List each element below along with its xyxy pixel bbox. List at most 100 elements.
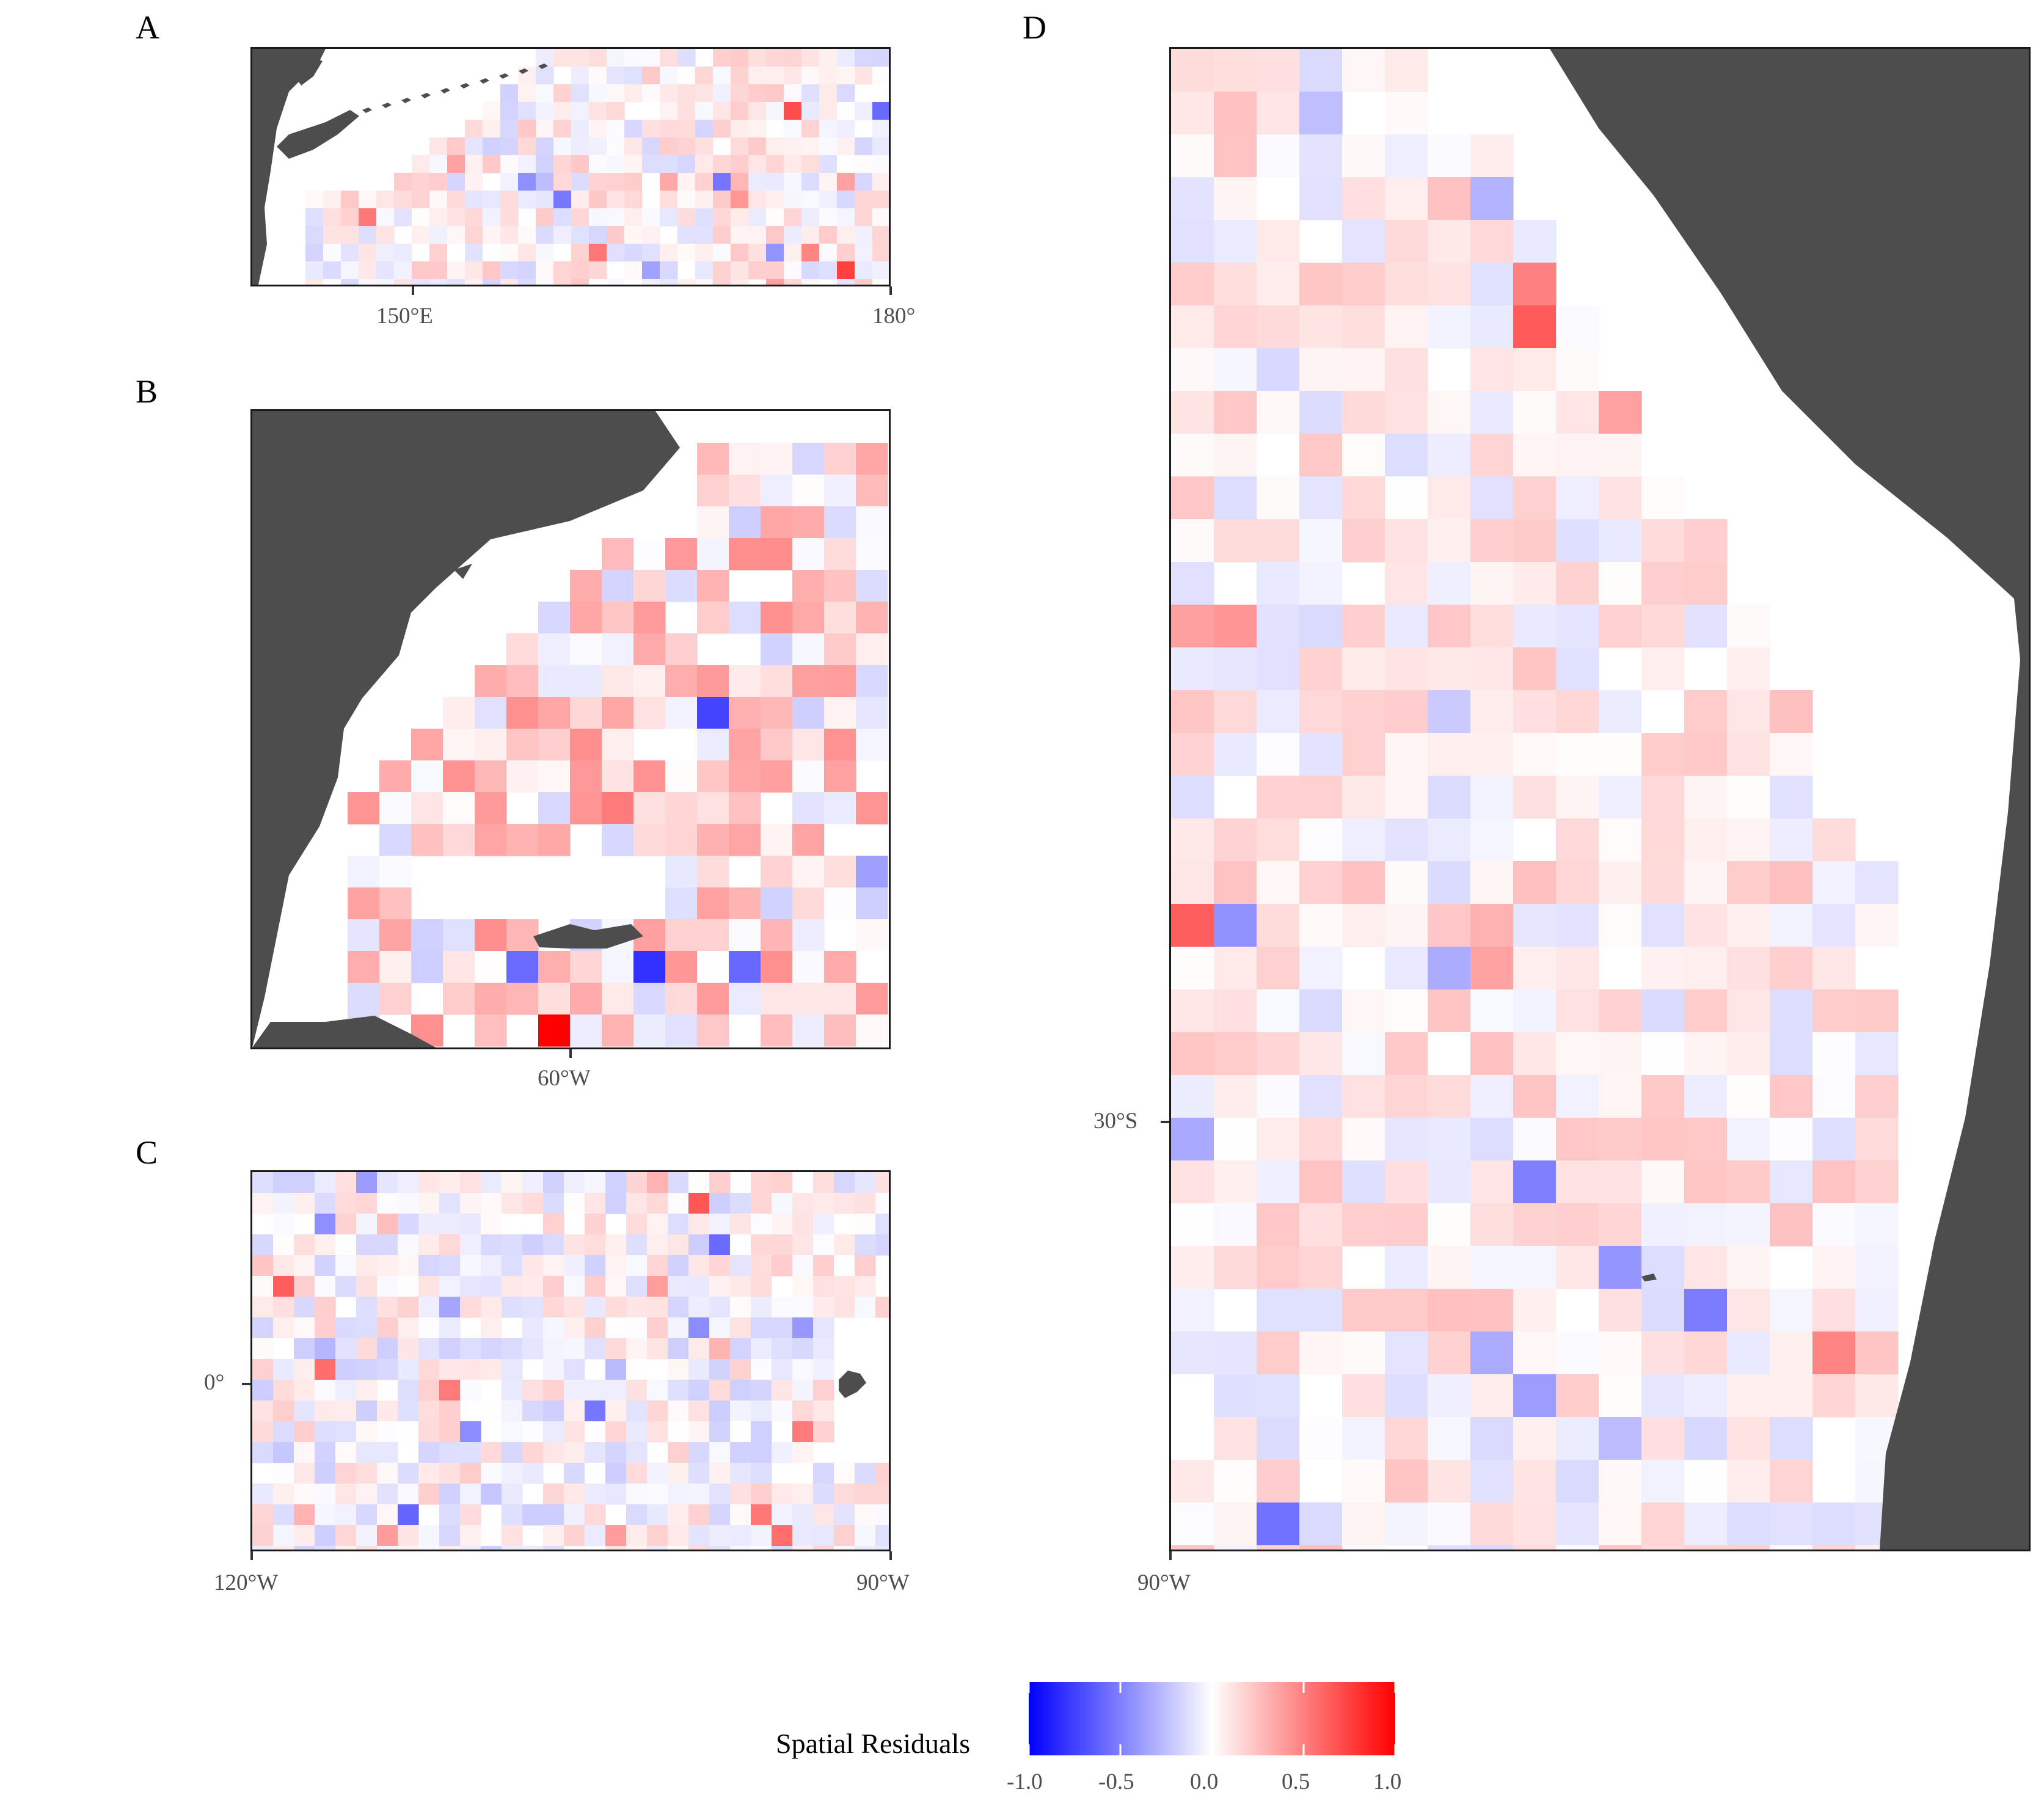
residual-cell [506, 633, 539, 666]
residual-cell [1513, 348, 1557, 392]
residual-cell [819, 49, 838, 67]
residual-cell [315, 1359, 336, 1380]
residual-cell [834, 1546, 855, 1550]
residual-cell [564, 1317, 585, 1339]
residual-cell [377, 1317, 398, 1339]
residual-cell [1171, 1118, 1214, 1161]
residual-cell [398, 1234, 419, 1256]
residual-cell [748, 226, 767, 244]
residual-cell [294, 1172, 315, 1193]
panel-C-svg [252, 1172, 889, 1550]
residual-cell [465, 120, 483, 138]
residual-cell [294, 1463, 315, 1484]
residual-cell [252, 1255, 274, 1277]
residual-cell [730, 1214, 751, 1235]
residual-cell [1342, 519, 1385, 563]
residual-cell [697, 602, 729, 634]
residual-cell [252, 1484, 274, 1505]
residual-cell [668, 1401, 689, 1422]
residual-cell [801, 84, 820, 103]
residual-cell [1727, 1160, 1770, 1204]
residual-cell [1171, 733, 1214, 776]
residual-cell [252, 1421, 274, 1443]
residual-cell [589, 49, 607, 67]
residual-cell [1299, 348, 1343, 392]
residual-cell [273, 1255, 294, 1277]
residual-cell [731, 208, 749, 227]
residual-cell [356, 1525, 378, 1546]
residual-cell [792, 1276, 814, 1297]
residual-cell [1257, 1246, 1300, 1289]
residual-cell [713, 226, 731, 244]
residual-cell [543, 1359, 564, 1380]
residual-cell [1727, 776, 1770, 819]
residual-cell [729, 919, 761, 952]
residual-cell [1812, 989, 1856, 1033]
land-island [519, 68, 528, 74]
residual-cell [564, 1234, 585, 1256]
residual-cell [688, 1525, 710, 1546]
residual-cell [1342, 348, 1385, 392]
residual-cell [730, 1193, 751, 1214]
residual-cell [1556, 476, 1599, 520]
residual-cell [483, 102, 501, 120]
residual-cell [1556, 605, 1599, 648]
residual-cell [398, 1504, 419, 1526]
land-island [382, 103, 392, 108]
residual-cell [713, 120, 731, 138]
residual-cell [607, 226, 625, 244]
residual-cell [1428, 690, 1471, 734]
residual-cell [1428, 605, 1471, 648]
residual-cell [856, 856, 888, 888]
residual-cell [536, 67, 554, 85]
residual-cell [665, 538, 698, 570]
residual-cell [418, 1297, 440, 1318]
residual-cell [1385, 733, 1428, 776]
residual-cell [589, 244, 607, 262]
residual-cell [1599, 1118, 1642, 1161]
residual-cell [1385, 1417, 1428, 1460]
residual-cell [607, 84, 625, 103]
panel-b-letter: B [136, 373, 158, 410]
residual-cell [1342, 1417, 1385, 1460]
residual-cell [677, 137, 696, 156]
residual-cell [1214, 605, 1257, 648]
residual-cell [1470, 476, 1514, 520]
residual-cell [837, 49, 855, 67]
residual-cell [1727, 1289, 1770, 1332]
residual-cell [1812, 1118, 1856, 1161]
residual-cell [589, 279, 607, 285]
residual-cell [518, 244, 536, 262]
residual-cell [602, 633, 634, 666]
residual-cell [518, 279, 536, 285]
residual-cell [824, 887, 856, 920]
residual-cell [1385, 1289, 1428, 1332]
panel-c-letter: C [136, 1134, 158, 1171]
residual-cell [481, 1317, 502, 1339]
residual-cell [1342, 1160, 1385, 1204]
residual-cell [688, 1214, 710, 1235]
residual-cell [564, 1463, 585, 1484]
land-island [499, 73, 509, 79]
residual-cell [564, 1172, 585, 1193]
residual-cell [751, 1504, 772, 1526]
residual-cell [709, 1484, 731, 1505]
residual-cell [730, 1546, 751, 1550]
residual-cell [751, 1463, 772, 1484]
land-island [440, 88, 450, 93]
residual-cell [697, 887, 729, 920]
residual-cell [1727, 1331, 1770, 1375]
residual-cell [564, 1484, 585, 1505]
residual-cell [475, 824, 507, 856]
residual-cell [697, 1014, 729, 1047]
residual-cell [1812, 1502, 1856, 1546]
land-small-island [454, 564, 472, 579]
residual-cell [695, 155, 714, 173]
residual-cell [1599, 476, 1642, 520]
residual-cell [1214, 391, 1257, 434]
residual-cell [1385, 647, 1428, 691]
residual-cell [1556, 1203, 1599, 1247]
residual-cell [1684, 861, 1728, 905]
residual-cell [1556, 861, 1599, 905]
residual-cell [1257, 220, 1300, 263]
